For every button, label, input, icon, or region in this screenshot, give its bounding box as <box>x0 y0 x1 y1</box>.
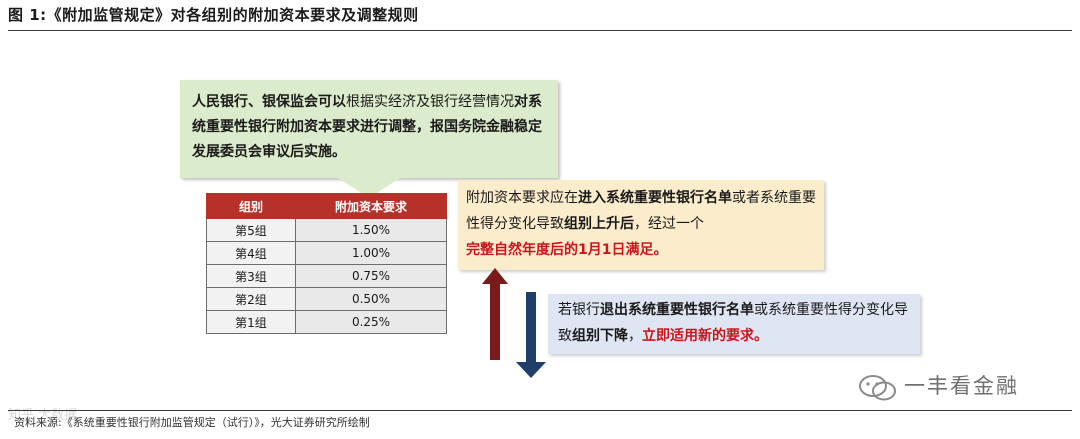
top-rule <box>8 30 1072 31</box>
yellow-bold-2: 组别上升后 <box>564 216 634 232</box>
yellow-text-2: 或者系统重要性得分变化导致 <box>466 190 816 232</box>
blue-text-2: 或系统重要性得分变化导致 <box>558 302 908 344</box>
table-row: 第4组 1.00% <box>206 241 447 265</box>
green-bold-2: 对系统重要性银行附加资本要求进行调整，报国务院金融稳定发展委员会审议后实施。 <box>192 94 542 160</box>
corner-watermark: 知乎 大数据 <box>8 408 78 423</box>
table-row: 第1组 0.25% <box>206 310 447 334</box>
adjustment-rule-box: 人民银行、银保监会可以根据实经济及银行经营情况对系统重要性银行附加资本要求进行调… <box>180 80 558 178</box>
down-arrow-icon <box>516 292 546 378</box>
group-cell: 第4组 <box>206 241 296 265</box>
watermark-text: 一丰看金融 <box>904 374 1019 398</box>
value-cell: 0.75% <box>295 264 447 288</box>
table-row: 第5组 1.50% <box>206 218 447 242</box>
green-bold-1: 人民银行、银保监会可以 <box>192 94 346 110</box>
blue-text-3: ， <box>628 328 642 344</box>
yellow-text-3: ，经过一个 <box>634 216 704 232</box>
value-cell: 1.00% <box>295 241 447 265</box>
source-note: 资料来源:《系统重要性银行附加监管规定（试行）》，光大证券研究所绘制 <box>14 416 370 429</box>
header-requirement: 附加资本要求 <box>295 193 447 219</box>
value-cell: 0.25% <box>295 310 447 334</box>
blue-text-1: 若银行 <box>558 302 600 318</box>
bottom-rule <box>8 410 1072 411</box>
up-arrow-icon <box>482 268 508 360</box>
downgrade-rule-box: 若银行退出系统重要性银行名单或系统重要性得分变化导致组别下降，立即适用新的要求。 <box>548 294 920 354</box>
group-cell: 第5组 <box>206 218 296 242</box>
group-cell: 第3组 <box>206 264 296 288</box>
yellow-red-text: 完整自然年度后的1月1日满足。 <box>466 242 668 258</box>
value-cell: 0.50% <box>295 287 447 311</box>
table-header-row: 组别 附加资本要求 <box>206 193 447 219</box>
green-normal-1: 根据实经济及银行经营情况 <box>346 94 514 110</box>
group-cell: 第1组 <box>206 310 296 334</box>
capital-requirement-table: 组别 附加资本要求 第5组 1.50% 第4组 1.00% 第3组 0.75% … <box>206 193 447 334</box>
yellow-bold-1: 进入系统重要性银行名单 <box>578 190 732 206</box>
table-row: 第2组 0.50% <box>206 287 447 311</box>
upgrade-rule-box: 附加资本要求应在进入系统重要性银行名单或者系统重要性得分变化导致组别上升后，经过… <box>458 180 824 270</box>
value-cell: 1.50% <box>295 218 447 242</box>
figure-title: 图 1:《附加监管规定》对各组别的附加资本要求及调整规则 <box>8 6 419 24</box>
header-group: 组别 <box>206 193 296 219</box>
green-down-pointer <box>335 176 403 198</box>
blue-bold-2: 组别下降 <box>572 328 628 344</box>
wechat-logo-icon <box>859 375 896 401</box>
blue-bold-1: 退出系统重要性银行名单 <box>600 302 754 318</box>
yellow-text-1: 附加资本要求应在 <box>466 190 578 206</box>
table-row: 第3组 0.75% <box>206 264 447 288</box>
blue-red-text: 立即适用新的要求。 <box>642 328 768 344</box>
group-cell: 第2组 <box>206 287 296 311</box>
